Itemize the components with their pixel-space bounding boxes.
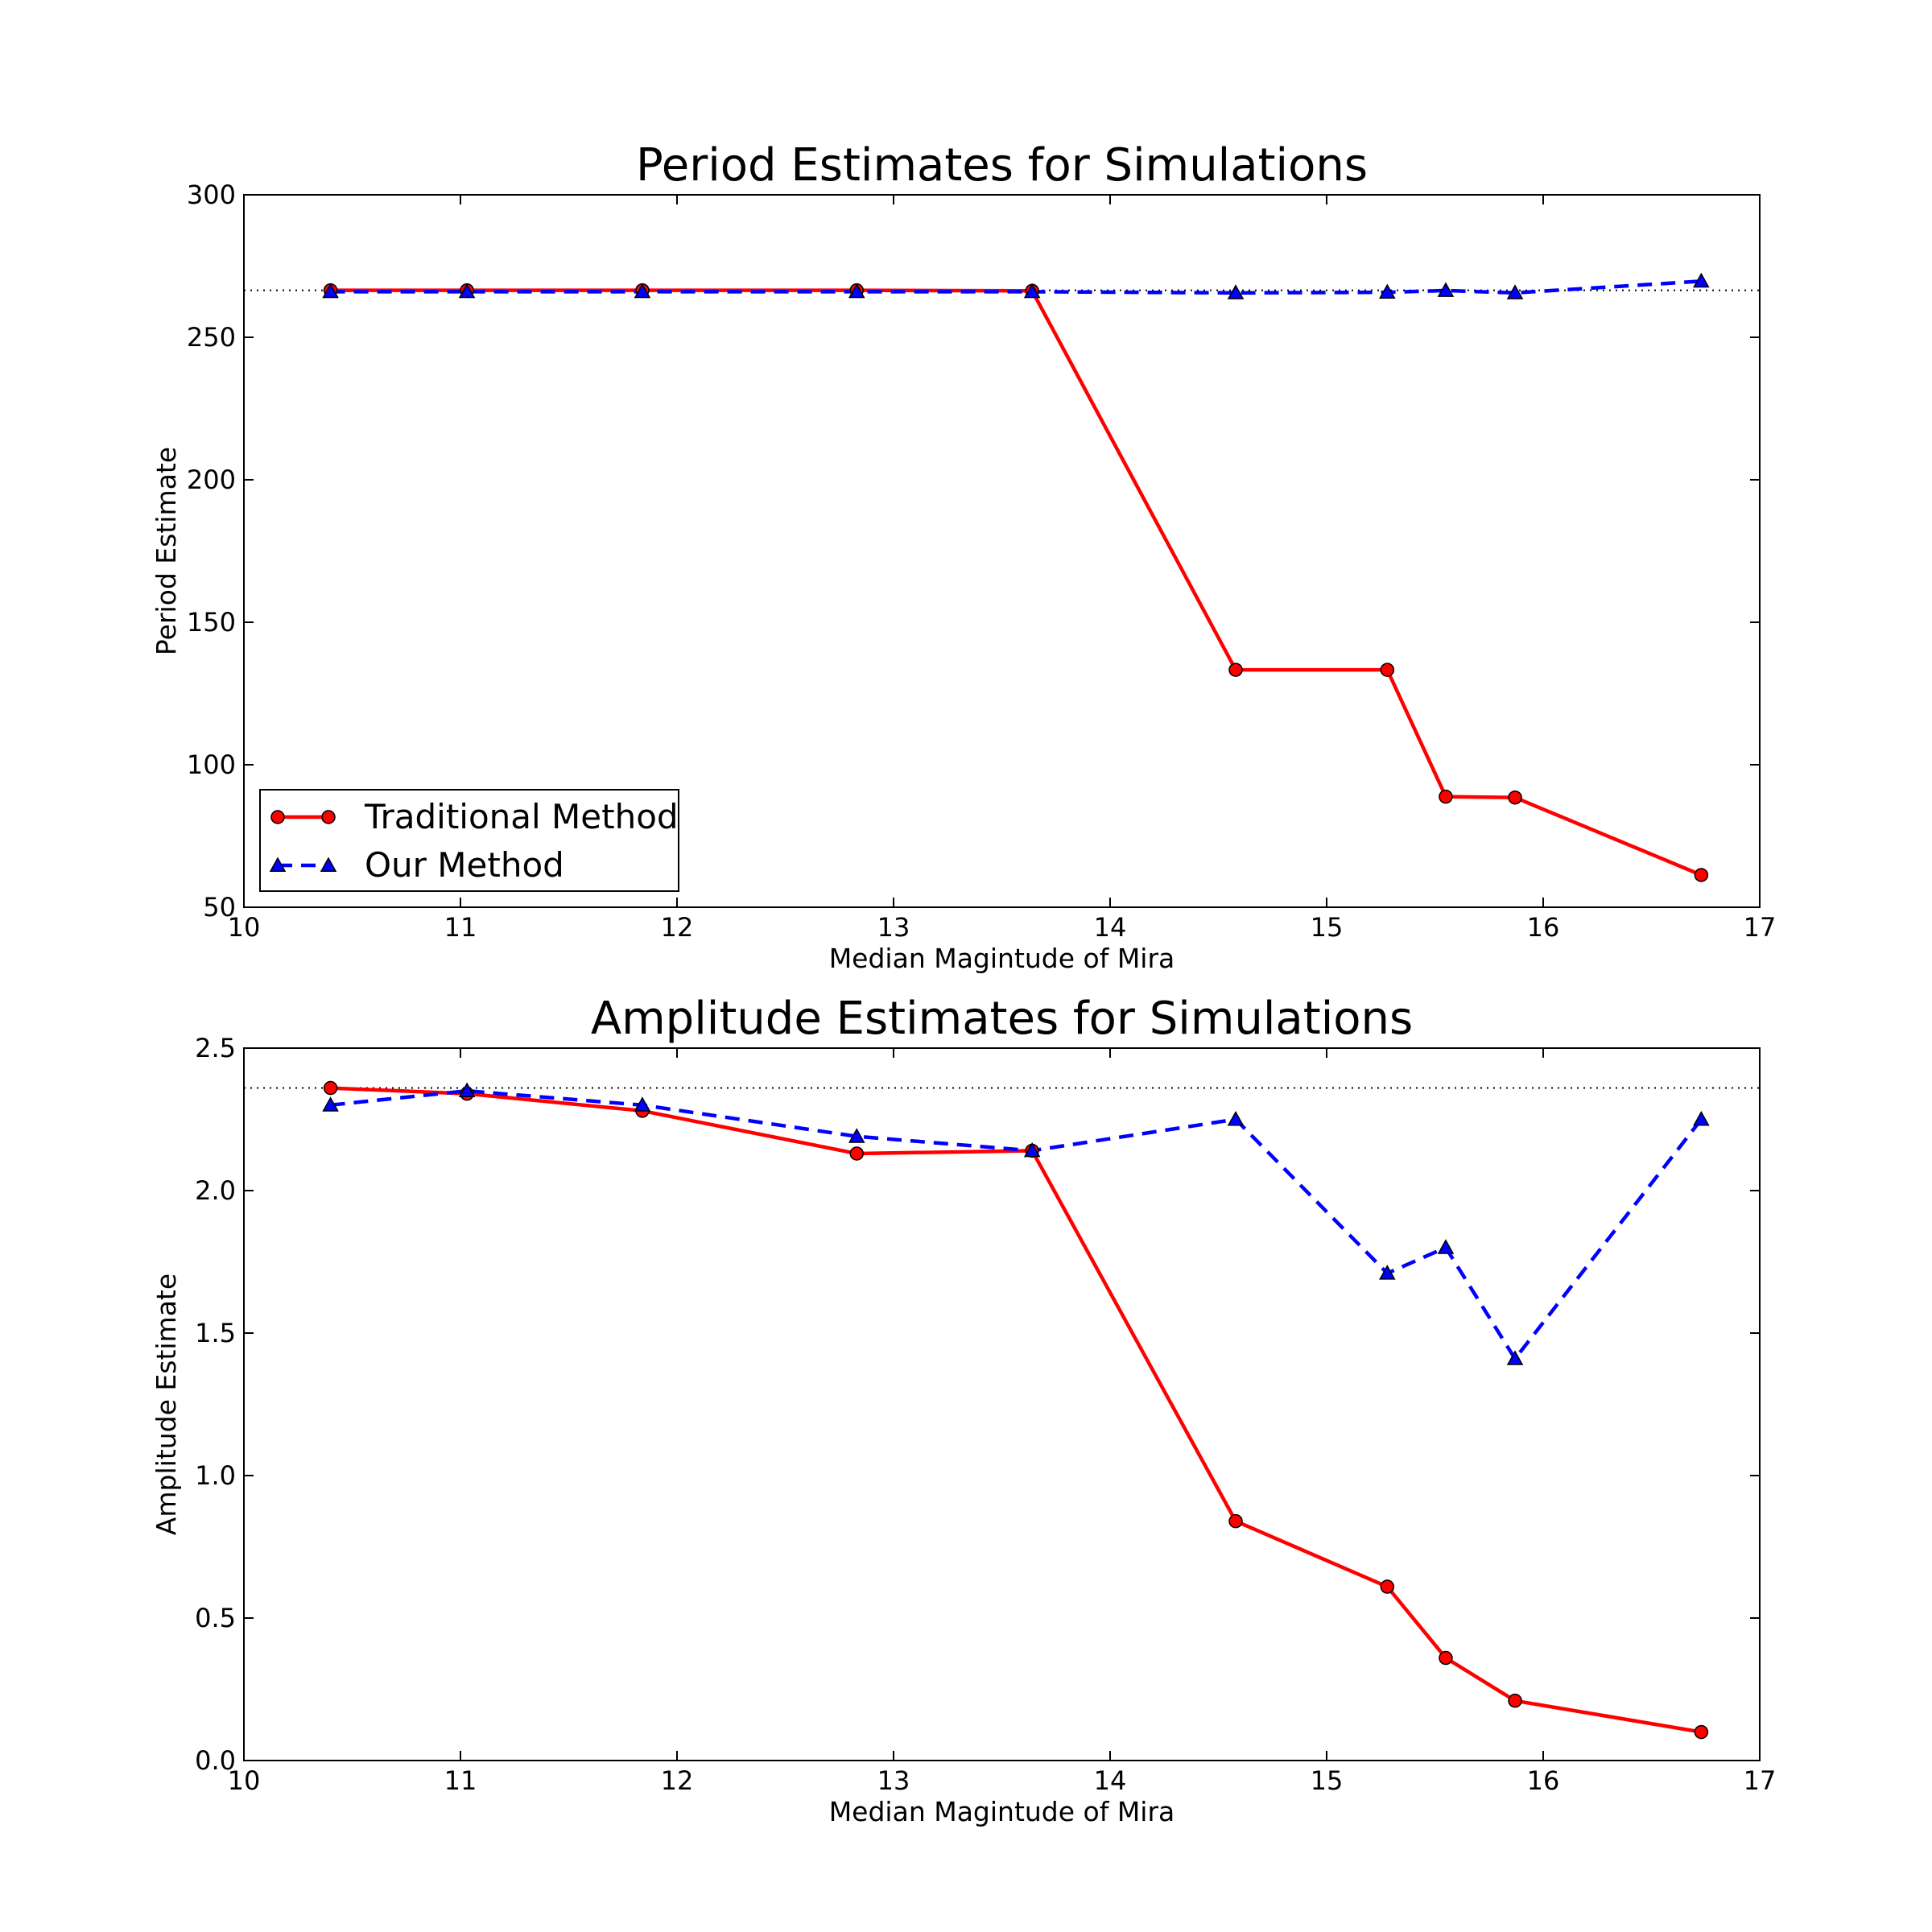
amplitude-chart-title: Amplitude Estimates for Simulations bbox=[591, 993, 1413, 1045]
amplitude-x-tick-label: 16 bbox=[1527, 1765, 1560, 1796]
period-x-tick-label: 11 bbox=[444, 912, 477, 943]
legend-ours-marker bbox=[269, 857, 287, 872]
amplitude-y-tick-label: 1.5 bbox=[195, 1318, 236, 1348]
period-x-tick-label: 12 bbox=[661, 912, 694, 943]
amplitude-y-tick-label: 2.5 bbox=[195, 1033, 236, 1063]
period-legend: Traditional Method Our Method bbox=[259, 789, 679, 892]
amplitude-x-tick-label: 13 bbox=[877, 1765, 910, 1796]
period-x-axis-label: Median Magintude of Mira bbox=[829, 943, 1175, 974]
legend-traditional-marker bbox=[321, 810, 336, 824]
period-x-tick-label: 16 bbox=[1527, 912, 1560, 943]
period-estimates-chart: Period Estimates for Simulations 10 11 12 13… bbox=[151, 139, 1776, 974]
period-traditional-point bbox=[1228, 663, 1243, 677]
period-ours-point bbox=[1023, 283, 1041, 299]
period-ours-point bbox=[1227, 284, 1245, 299]
amplitude-traditional-point bbox=[849, 1146, 865, 1161]
amplitude-traditional-point bbox=[1228, 1513, 1243, 1529]
period-ours-point bbox=[1437, 282, 1455, 297]
amplitude-ours-point bbox=[322, 1096, 339, 1112]
amplitude-ours-point bbox=[1023, 1141, 1041, 1158]
amplitude-estimates-chart: Amplitude Estimates for Simulations 10 11 1… bbox=[151, 993, 1776, 1827]
period-y-tick-label: 250 bbox=[187, 322, 236, 353]
amplitude-x-tick-label: 15 bbox=[1311, 1765, 1344, 1796]
amplitude-y-tick-label: 1.0 bbox=[195, 1460, 236, 1491]
period-ours-point bbox=[1506, 284, 1524, 299]
amplitude-ours-point bbox=[1227, 1110, 1245, 1126]
amplitude-ours-point bbox=[1437, 1239, 1455, 1254]
period-ours-point bbox=[458, 283, 476, 299]
amplitude-ours-point bbox=[1693, 1110, 1710, 1126]
period-x-tick-label: 13 bbox=[877, 912, 910, 943]
period-x-tick-label: 14 bbox=[1094, 912, 1127, 943]
amplitude-series-ours-line bbox=[330, 1088, 1703, 1361]
amplitude-series-traditional-line bbox=[330, 1086, 1702, 1734]
period-chart-title: Period Estimates for Simulations bbox=[636, 139, 1368, 192]
amplitude-traditional-point bbox=[1694, 1724, 1709, 1740]
legend-ours-label: Our Method bbox=[365, 845, 564, 885]
amplitude-x-tick-label: 17 bbox=[1744, 1765, 1777, 1796]
amplitude-y-axis-label: Amplitude Estimate bbox=[151, 1274, 182, 1535]
amplitude-x-axis-label: Median Magintude of Mira bbox=[829, 1796, 1175, 1827]
amplitude-x-tick-label: 10 bbox=[228, 1765, 261, 1796]
legend-box bbox=[259, 789, 679, 892]
amplitude-traditional-point bbox=[323, 1080, 338, 1096]
period-y-tick-label: 50 bbox=[203, 892, 236, 923]
period-ours-point bbox=[1693, 272, 1710, 288]
period-y-tick-label: 150 bbox=[187, 607, 236, 638]
amplitude-x-tick-label: 12 bbox=[661, 1765, 694, 1796]
period-series-traditional-line bbox=[330, 288, 1703, 877]
amplitude-ours-point bbox=[848, 1128, 865, 1143]
amplitude-traditional-point bbox=[1508, 1693, 1522, 1708]
period-plot-frame bbox=[243, 194, 1761, 908]
amplitude-y-tick-label: 0.0 bbox=[195, 1745, 236, 1776]
amplitude-x-tick-label: 11 bbox=[444, 1765, 477, 1796]
amplitude-traditional-point bbox=[1380, 1579, 1395, 1594]
period-traditional-point bbox=[1694, 868, 1709, 882]
period-traditional-point bbox=[1508, 790, 1522, 805]
amplitude-x-tick-label: 14 bbox=[1094, 1765, 1127, 1796]
period-ours-point bbox=[848, 283, 865, 299]
period-ours-point bbox=[1379, 283, 1396, 299]
period-traditional-point bbox=[1439, 789, 1453, 804]
legend-traditional-marker bbox=[270, 810, 285, 824]
period-y-tick-label: 200 bbox=[187, 464, 236, 495]
legend-traditional-label: Traditional Method bbox=[364, 797, 679, 836]
amplitude-ours-point bbox=[1379, 1265, 1396, 1280]
amplitude-plot-frame bbox=[243, 1047, 1761, 1761]
period-ours-point bbox=[322, 283, 339, 299]
period-x-tick-label: 17 bbox=[1744, 912, 1777, 943]
amplitude-ours-point bbox=[1506, 1350, 1524, 1365]
amplitude-ours-point bbox=[458, 1082, 476, 1098]
amplitude-y-tick-label: 2.0 bbox=[195, 1175, 236, 1206]
legend-ours-marker bbox=[320, 857, 337, 872]
period-traditional-point bbox=[1380, 663, 1395, 677]
amplitude-ours-point bbox=[634, 1096, 651, 1112]
period-ours-point bbox=[634, 283, 651, 299]
period-y-axis-label: Period Estimate bbox=[151, 447, 182, 655]
period-y-tick-label: 100 bbox=[187, 749, 236, 780]
period-y-tick-label: 300 bbox=[187, 180, 236, 210]
period-x-tick-label: 15 bbox=[1311, 912, 1344, 943]
period-series-ours-line bbox=[330, 279, 1702, 295]
amplitude-traditional-point bbox=[1439, 1650, 1453, 1666]
amplitude-y-tick-label: 0.5 bbox=[195, 1603, 236, 1633]
period-x-tick-label: 10 bbox=[228, 912, 261, 943]
